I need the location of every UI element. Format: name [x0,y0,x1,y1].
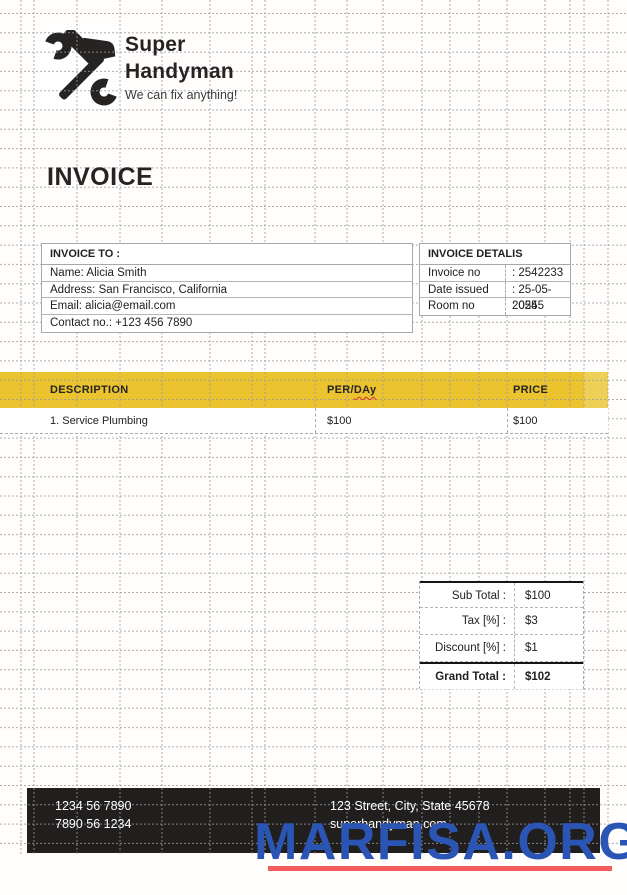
tax-row: Tax [%] : $3 [420,608,583,635]
table-header-row: DESCRIPTION PER/DAy PRICE [0,372,608,408]
subtotal-row: Sub Total : $100 [420,581,583,608]
subtotal-value: $100 [514,583,551,607]
column-header-price: PRICE [513,384,549,396]
invoice-number-value: : 2542233 [505,265,570,281]
table-header-band [0,372,584,408]
brand-block: Super Handyman We can fix anything! [125,31,237,102]
brand-name-line2: Handyman [125,60,234,83]
per-day-typo-spellcheck: DAy [353,384,377,396]
brand-tagline: We can fix anything! [125,88,238,102]
room-number-value: : 0545 [505,298,570,316]
column-divider [507,408,508,433]
item-description: 1. Service Plumbing [50,415,148,427]
table-header-band-tail [584,372,608,408]
grand-total-value: $102 [514,664,551,689]
page-title: INVOICE [47,163,154,191]
item-price: $100 [513,415,538,427]
discount-row: Discount [%] : $1 [420,635,583,662]
logo [44,27,118,110]
per-day-prefix: PER/ [327,384,354,396]
totals-section: Sub Total : $100 Tax [%] : $3 Discount [… [419,581,584,689]
discount-label: Discount [%] : [435,642,506,654]
brand-name-line1: Super [125,33,186,56]
invoice-to-address: Address: San Francisco, California [42,282,412,299]
invoice-to-contact: Contact no.: +123 456 7890 [50,317,193,330]
invoice-details-section: INVOICE DETALIS Invoice no : 2542233 Dat… [419,243,571,317]
footer-phone-2: 7890 56 1234 [55,817,132,831]
room-number-label: Room no [428,300,475,313]
invoice-to-name: Name: Alicia Smith [42,265,412,282]
subtotal-label: Sub Total : [451,590,506,602]
invoice-number-row: Invoice no : 2542233 [420,265,570,282]
column-header-per-day: PER/DAy [327,372,376,408]
date-issued-value: : 25-05-2025 [505,281,570,312]
footer-phones: 1234 56 7890 7890 56 1234 [55,797,131,833]
invoice-details-heading: INVOICE DETALIS [420,244,570,265]
wrench-hammer-icon [44,27,118,114]
invoice-to-section: INVOICE TO : Name: Alicia Smith Address:… [41,243,413,333]
room-number-row: Room no : 0545 [420,298,570,316]
tax-label: Tax [%] : [461,615,506,627]
footer-band [27,788,600,853]
date-issued-label: Date issued [428,283,489,296]
table-row: 1. Service Plumbing $100 $100 [0,408,608,434]
tax-value: $3 [514,608,538,634]
item-per-day: $100 [327,415,352,427]
discount-value: $1 [514,635,538,661]
column-header-description: DESCRIPTION [50,384,129,396]
watermark-underline [268,866,612,871]
column-divider [315,408,316,433]
date-issued-row: Date issued : 25-05-2025 [420,281,570,312]
watermark-link[interactable]: MARFISA.ORG [254,813,627,871]
invoice-to-email: Email: alicia@email.com [42,298,412,316]
grand-total-label: Grand Total : [435,671,506,683]
grand-total-row: Grand Total : $102 [420,662,583,689]
invoice-number-label: Invoice no [428,267,481,279]
invoice-to-heading: INVOICE TO : [42,244,412,265]
footer-phone-1: 1234 56 7890 [55,799,132,813]
